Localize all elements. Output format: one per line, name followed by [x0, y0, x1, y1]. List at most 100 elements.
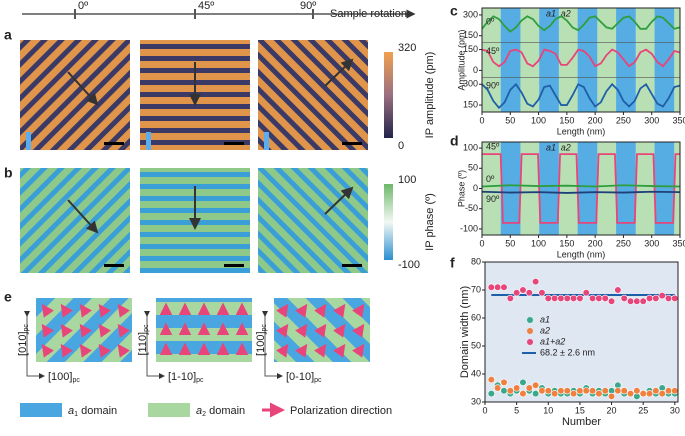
y-tick-label: 80 [471, 256, 481, 266]
domain-band [674, 142, 680, 235]
data-point [544, 294, 552, 303]
legend-label: Polarization direction [290, 405, 392, 417]
x-tick-label: 25 [638, 405, 648, 415]
data-point [588, 294, 597, 303]
data-point [500, 283, 508, 291]
panel-label: e [4, 289, 12, 305]
x-tick-label: 10 [543, 405, 553, 415]
domain-band [597, 8, 617, 112]
x-tick-label: 0 [479, 238, 484, 248]
colorbar-tick: 100 [398, 174, 416, 186]
domain-band [482, 142, 501, 235]
annotation: a1 [546, 142, 556, 152]
domain-diagrams: [010]pc[100]pc[110]pc[1-10]pc[100]pc[0-1… [17, 298, 370, 384]
legend-symbol: a [196, 405, 202, 417]
x-axis-label: Length (nm) [557, 126, 606, 136]
data-point [671, 387, 679, 395]
data-point [620, 294, 628, 303]
x-tick-label: 20 [607, 405, 617, 415]
arrow [67, 71, 99, 106]
legend-symbol: a [68, 405, 74, 417]
x-tick-label: 50 [505, 238, 515, 248]
colorbar-tick: 0 [398, 140, 404, 152]
data-point [576, 294, 584, 303]
data-point [557, 387, 565, 395]
axis-text: [110] [137, 332, 149, 356]
polarization-arrow [352, 303, 365, 318]
data-point [671, 294, 679, 303]
polarization-arrow [98, 343, 111, 358]
polarization-arrow [352, 323, 365, 338]
data-point [525, 384, 533, 392]
axis-text: [0-10] [286, 371, 314, 383]
x-tick-label: 250 [616, 238, 631, 248]
data-point [506, 294, 514, 303]
legend-label: a1+a2 [540, 336, 565, 346]
colorbar [384, 184, 393, 260]
data-point [544, 387, 552, 395]
axis-sub: pc [314, 377, 322, 384]
data-point [500, 387, 508, 395]
colorbar-tick: 320 [398, 42, 416, 54]
annotation: a2 [561, 8, 571, 18]
rotation-label: 45º [198, 0, 214, 12]
axis-label: [100]pc [48, 371, 80, 384]
x-tick-label: 0 [482, 405, 487, 415]
panel-label: a [4, 27, 12, 43]
colorbar-label: IP phase (º) [424, 193, 436, 251]
data-point [664, 294, 673, 303]
data-point [607, 297, 616, 305]
y-tick-label: 300 [463, 9, 478, 19]
x-tick-label: 15 [575, 405, 585, 415]
x-tick-label: 200 [588, 238, 603, 248]
map-image [20, 168, 130, 273]
x-tick-label: 250 [616, 115, 631, 125]
arrow [67, 199, 99, 234]
data-point [538, 289, 546, 297]
polarization-arrow [333, 323, 346, 338]
y-axis-label: Amplitude (pm) [456, 29, 466, 90]
polarization-arrow [295, 343, 308, 358]
annotation: a2 [561, 142, 571, 152]
polarization-arrow [314, 343, 327, 358]
y-tick-label: 0 [473, 65, 478, 75]
legend-sub: 1 [74, 411, 78, 418]
domain-legend: a1 domain a2 domain Polarization directi… [20, 402, 392, 418]
data-line [481, 48, 681, 68]
polarization-arrow [314, 303, 327, 318]
domain-band [520, 8, 540, 112]
plot-frame [481, 141, 681, 236]
data-point [525, 289, 533, 297]
legend-label: 68.2 ± 2.6 nm [540, 347, 595, 357]
axis-text: [100] [255, 331, 267, 355]
data-line [481, 190, 681, 194]
axis-sub: pc [196, 377, 204, 384]
data-line [481, 82, 681, 110]
polarization-arrow [117, 303, 130, 318]
data-point [487, 390, 495, 398]
data-point [614, 286, 622, 294]
axis-label: [1-10]pc [168, 371, 204, 384]
data-point [487, 283, 495, 291]
data-point [487, 376, 495, 384]
arrow [324, 186, 354, 215]
data-point [595, 390, 603, 398]
axis-label: [110]pc [137, 324, 150, 356]
series-label: 90º [486, 194, 500, 204]
arrow [324, 58, 354, 87]
series-label: 45º [486, 142, 500, 152]
data-point [626, 390, 635, 398]
marker [264, 132, 269, 150]
axis-sub: pc [23, 324, 30, 332]
domain-band [520, 142, 540, 235]
data-point [582, 289, 590, 297]
phase-maps [20, 168, 368, 273]
data-point [645, 390, 654, 398]
domain-band [577, 8, 598, 112]
x-tick-label: 0 [479, 115, 484, 125]
polarization-arrow [117, 343, 130, 358]
data-point [551, 294, 559, 303]
legend-marker [527, 328, 533, 334]
domain-band [654, 8, 675, 112]
